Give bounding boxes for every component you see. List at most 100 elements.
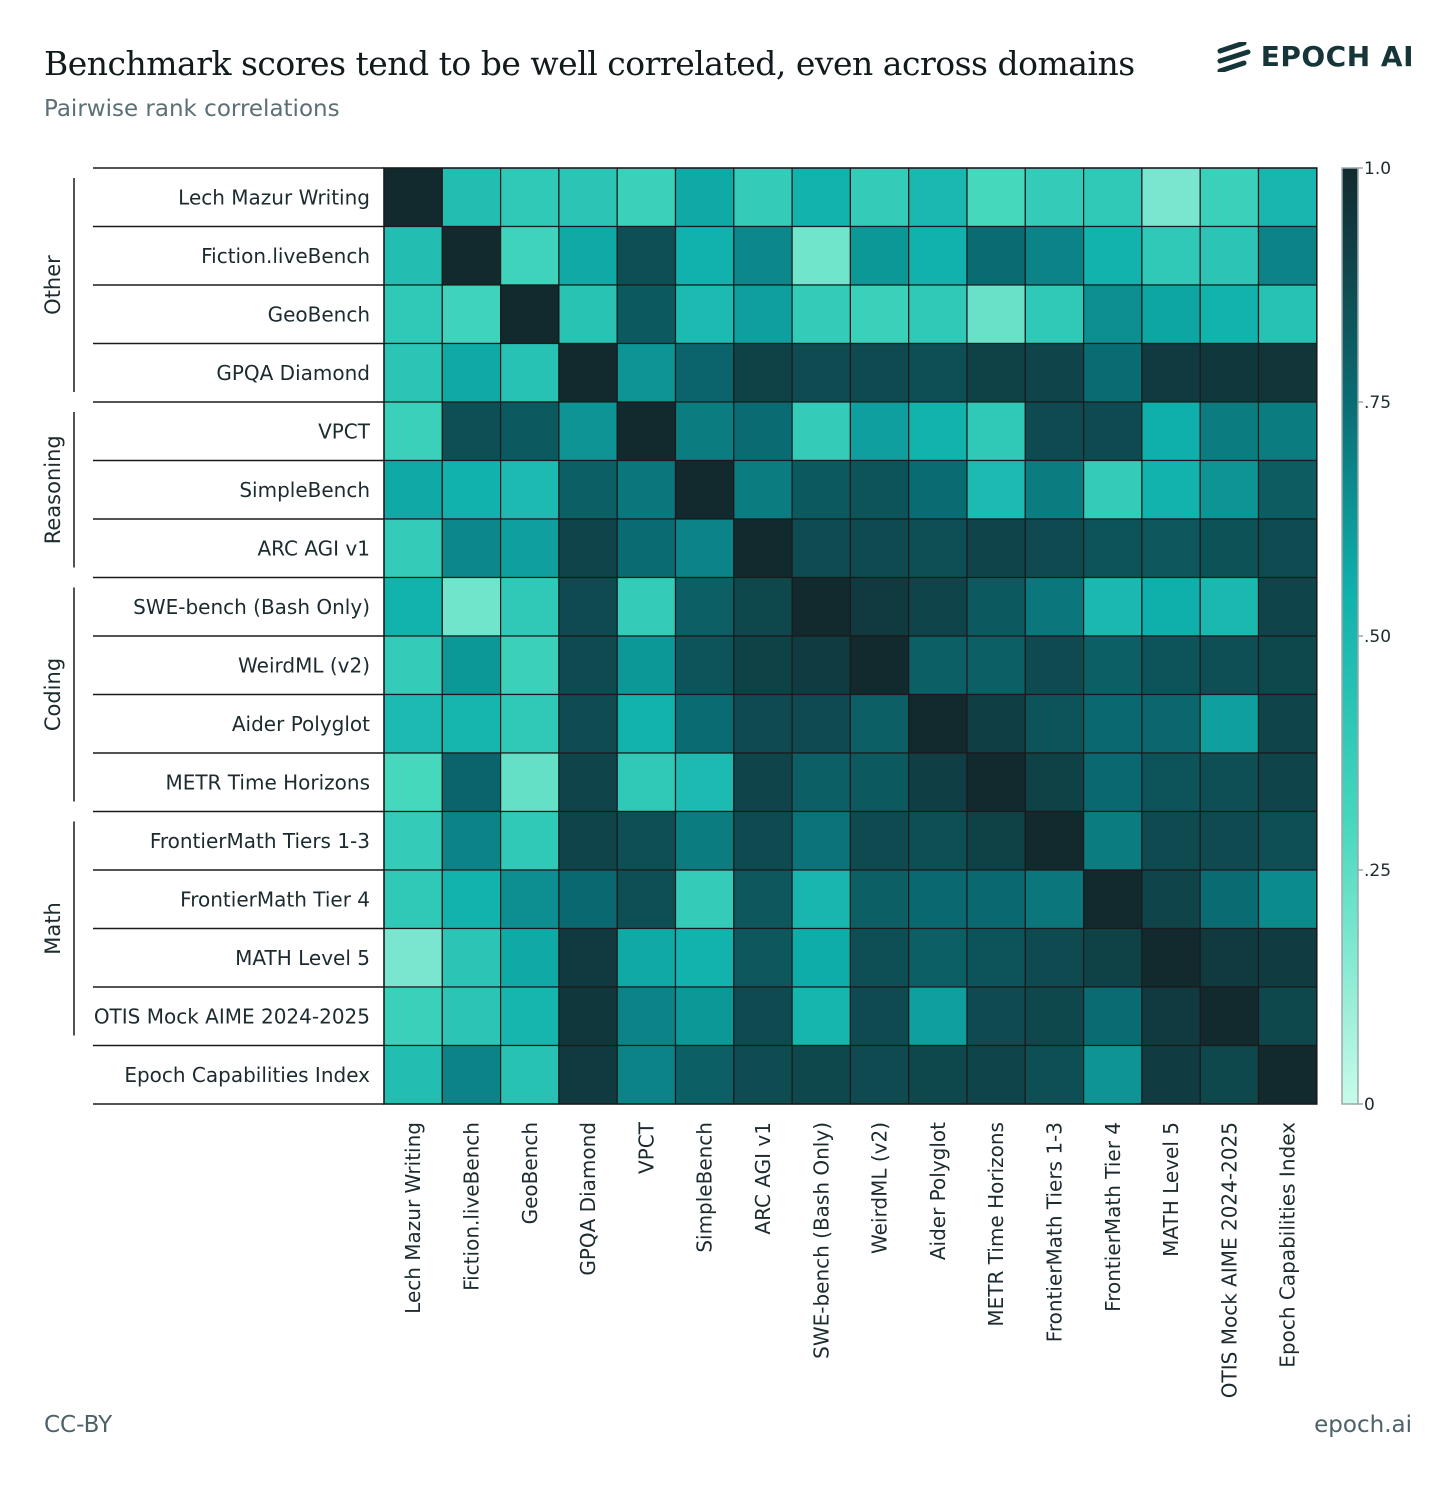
heatmap-cell — [616, 752, 677, 813]
heatmap-cell — [1024, 401, 1085, 462]
heatmap-cell — [616, 1044, 677, 1105]
heatmap-cell — [383, 342, 443, 403]
row-label: FrontierMath Tier 4 — [180, 887, 370, 911]
row-label: Lech Mazur Writing — [178, 185, 370, 209]
heatmap-cell — [1024, 167, 1085, 228]
heatmap-cell — [441, 518, 502, 579]
chart-subtitle: Pairwise rank correlations — [44, 96, 340, 122]
column-label: ARC AGI v1 — [751, 1122, 775, 1235]
heatmap-cell — [616, 927, 677, 988]
heatmap-cell — [1082, 1044, 1143, 1105]
site-link[interactable]: epoch.ai — [1314, 1412, 1412, 1438]
heatmap-cell — [791, 635, 851, 696]
heatmap-cell — [1141, 752, 1201, 813]
correlation-heatmap: Lech Mazur Writing Fiction.liveBench GeoBe… — [41, 159, 1391, 1398]
heatmap-cell — [674, 869, 735, 930]
heatmap-cell — [966, 752, 1026, 813]
heatmap-cell — [383, 225, 443, 286]
heatmap-cell — [441, 986, 502, 1047]
heatmap-cell — [674, 225, 735, 286]
heatmap-cell — [616, 342, 677, 403]
heatmap-cell — [616, 225, 677, 286]
heatmap-cell — [500, 576, 560, 637]
heatmap-cell — [1024, 225, 1085, 286]
heatmap-cell — [1257, 459, 1318, 520]
heatmap-cell — [558, 752, 618, 813]
colorbar-tick-label: .25 — [1364, 861, 1391, 881]
heatmap-cell — [1082, 225, 1143, 286]
heatmap-cell — [1024, 284, 1085, 345]
heatmap-cell — [1024, 693, 1085, 754]
heatmap-cell — [1024, 635, 1085, 696]
heatmap-cell — [1082, 810, 1143, 871]
heatmap-cell — [1199, 342, 1260, 403]
heatmap-cell — [674, 986, 735, 1047]
heatmap-cell — [908, 225, 968, 286]
column-label: VPCT — [634, 1121, 658, 1174]
heatmap-cell — [849, 284, 910, 345]
heatmap-cell — [966, 225, 1026, 286]
heatmap-cell — [616, 167, 677, 228]
column-label: SWE-bench (Bash Only) — [809, 1122, 833, 1359]
heatmap-cell — [558, 167, 618, 228]
heatmap-cell — [1199, 167, 1260, 228]
heatmap-cell — [616, 284, 677, 345]
heatmap-cell — [1082, 752, 1143, 813]
heatmap-cell — [441, 167, 502, 228]
heatmap-cell — [966, 810, 1026, 871]
heatmap-cell — [1024, 342, 1085, 403]
heatmap-cell — [1082, 401, 1143, 462]
heatmap-cell — [733, 635, 793, 696]
heatmap-cell — [383, 576, 443, 637]
heatmap-cell — [849, 401, 910, 462]
heatmap-cell — [1257, 284, 1318, 345]
heatmap-cell — [733, 927, 793, 988]
heatmap-cell — [791, 810, 851, 871]
heatmap-cell — [441, 635, 502, 696]
heatmap-cell — [500, 167, 560, 228]
heatmap-cell — [1082, 518, 1143, 579]
heatmap-cell — [1257, 576, 1318, 637]
heatmap-cell — [1024, 1044, 1085, 1105]
row-label: WeirdML (v2) — [238, 653, 370, 677]
row-label: Epoch Capabilities Index — [124, 1063, 370, 1087]
brand-logo[interactable]: EPOCH AI — [1217, 40, 1414, 73]
heatmap-cell — [908, 752, 968, 813]
heatmap-cell — [383, 1044, 443, 1105]
heatmap-cell — [441, 576, 502, 637]
row-label: GeoBench — [268, 302, 370, 326]
heatmap-cell — [908, 518, 968, 579]
heatmap-cell — [908, 927, 968, 988]
column-label: FrontierMath Tiers 1-3 — [1042, 1122, 1066, 1342]
heatmap-cell — [966, 401, 1026, 462]
heatmap-cell — [849, 752, 910, 813]
heatmap-cell — [558, 986, 618, 1047]
column-label: GeoBench — [518, 1122, 542, 1224]
heatmap-cell — [383, 401, 443, 462]
heatmap-cell — [733, 401, 793, 462]
heatmap-cell — [500, 342, 560, 403]
heatmap-cell — [616, 635, 677, 696]
heatmap-cell — [849, 869, 910, 930]
heatmap-cell — [1082, 167, 1143, 228]
heatmap-cell — [1141, 810, 1201, 871]
heatmap-cell — [500, 986, 560, 1047]
heatmap-cell — [849, 518, 910, 579]
heatmap-cell — [1257, 401, 1318, 462]
heatmap-cell — [908, 459, 968, 520]
heatmap-cell — [674, 284, 735, 345]
heatmap-cell — [733, 459, 793, 520]
colorbar-tick-label: .75 — [1364, 393, 1391, 413]
heatmap-cell — [1199, 752, 1260, 813]
column-label: Epoch Capabilities Index — [1276, 1122, 1300, 1368]
heatmap-cell — [674, 693, 735, 754]
heatmap-cell — [733, 752, 793, 813]
heatmap-cell — [1024, 810, 1085, 871]
row-label: GPQA Diamond — [216, 361, 370, 385]
heatmap-cell — [849, 342, 910, 403]
heatmap-cell — [1141, 518, 1201, 579]
heatmap-cell — [1082, 635, 1143, 696]
heatmap-cell — [558, 927, 618, 988]
heatmap-cell — [1024, 576, 1085, 637]
heatmap-cell — [1141, 1044, 1201, 1105]
